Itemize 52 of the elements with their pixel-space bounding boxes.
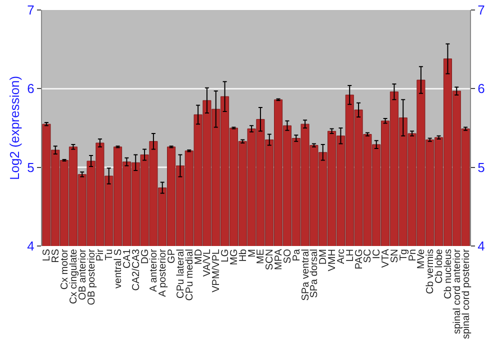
x-tick-label: VMH: [327, 249, 338, 272]
x-tick-label: Pir: [95, 248, 106, 262]
y2-tick-label: 4: [478, 238, 485, 254]
x-tick-label: Arc: [336, 249, 347, 264]
x-tick-label: M: [246, 249, 258, 258]
x-tick-label: SCN: [264, 249, 276, 270]
x-tick-label: DM: [318, 249, 330, 265]
x-tick-label: Hb: [238, 248, 249, 262]
y2-tick-label: 6: [478, 81, 485, 96]
x-tick-label: LG: [220, 248, 232, 262]
x-tick-label: SO: [282, 248, 294, 264]
x-tick-label: Pa: [291, 248, 302, 262]
x-tick-label: Pn: [407, 249, 418, 262]
x-tick-label: Cb lobe: [434, 248, 446, 284]
x-tick-label: MPA: [274, 248, 285, 270]
y-tick-label: 4: [27, 238, 34, 254]
x-tick-label: CPu lateral: [175, 249, 186, 298]
y-tick-label: 6: [27, 81, 34, 96]
x-tick-label: MVe: [416, 248, 428, 270]
y2-tick-label: 5: [478, 160, 485, 175]
x-tick-label: CA1: [122, 248, 133, 268]
x-tick-label: Cb nucleus: [442, 249, 454, 300]
x-tick-label: spinal cord anterior: [452, 248, 463, 334]
x-tick-label: spinal cord posterior: [460, 248, 472, 340]
x-tick-label: Tg: [398, 249, 410, 261]
x-tick-label: LH: [344, 249, 356, 262]
x-tick-label: IC: [372, 249, 383, 259]
y2-tick-label: 7: [478, 2, 485, 18]
x-tick-label: MG: [228, 248, 240, 266]
x-tick-label: OB posterior: [86, 248, 98, 306]
x-tick-label: VPM/VPL: [211, 248, 222, 292]
y-tick-label: 7: [27, 2, 34, 18]
x-tick-label: LS: [42, 248, 53, 262]
x-tick-label: A posterior: [158, 248, 169, 297]
x-tick-label: OB anterior: [77, 248, 88, 300]
x-tick-label: Tu: [104, 249, 116, 260]
x-tick-label: CPu medial: [184, 249, 196, 301]
x-tick-label: ME: [256, 248, 267, 264]
x-tick-label: PAG: [354, 248, 365, 270]
x-tick-label: SC: [362, 249, 374, 263]
x-tick-label: RS: [50, 248, 62, 263]
x-tick-label: GP: [166, 248, 178, 264]
x-tick-label: DG: [140, 248, 151, 264]
y-axis-title: Log2 (expression): [7, 76, 22, 180]
x-tick-label: SPa dorsal: [309, 249, 320, 298]
x-tick-label: SN: [389, 249, 400, 263]
x-tick-label: A anterior: [148, 248, 160, 292]
x-tick-label: ventral S: [113, 248, 124, 288]
x-tick-label: CA2/CA3: [130, 248, 142, 291]
y-tick-label: 5: [27, 160, 34, 175]
x-tick-label: VTA: [380, 248, 392, 268]
x-tick-label: Cx cingulate: [68, 248, 80, 304]
